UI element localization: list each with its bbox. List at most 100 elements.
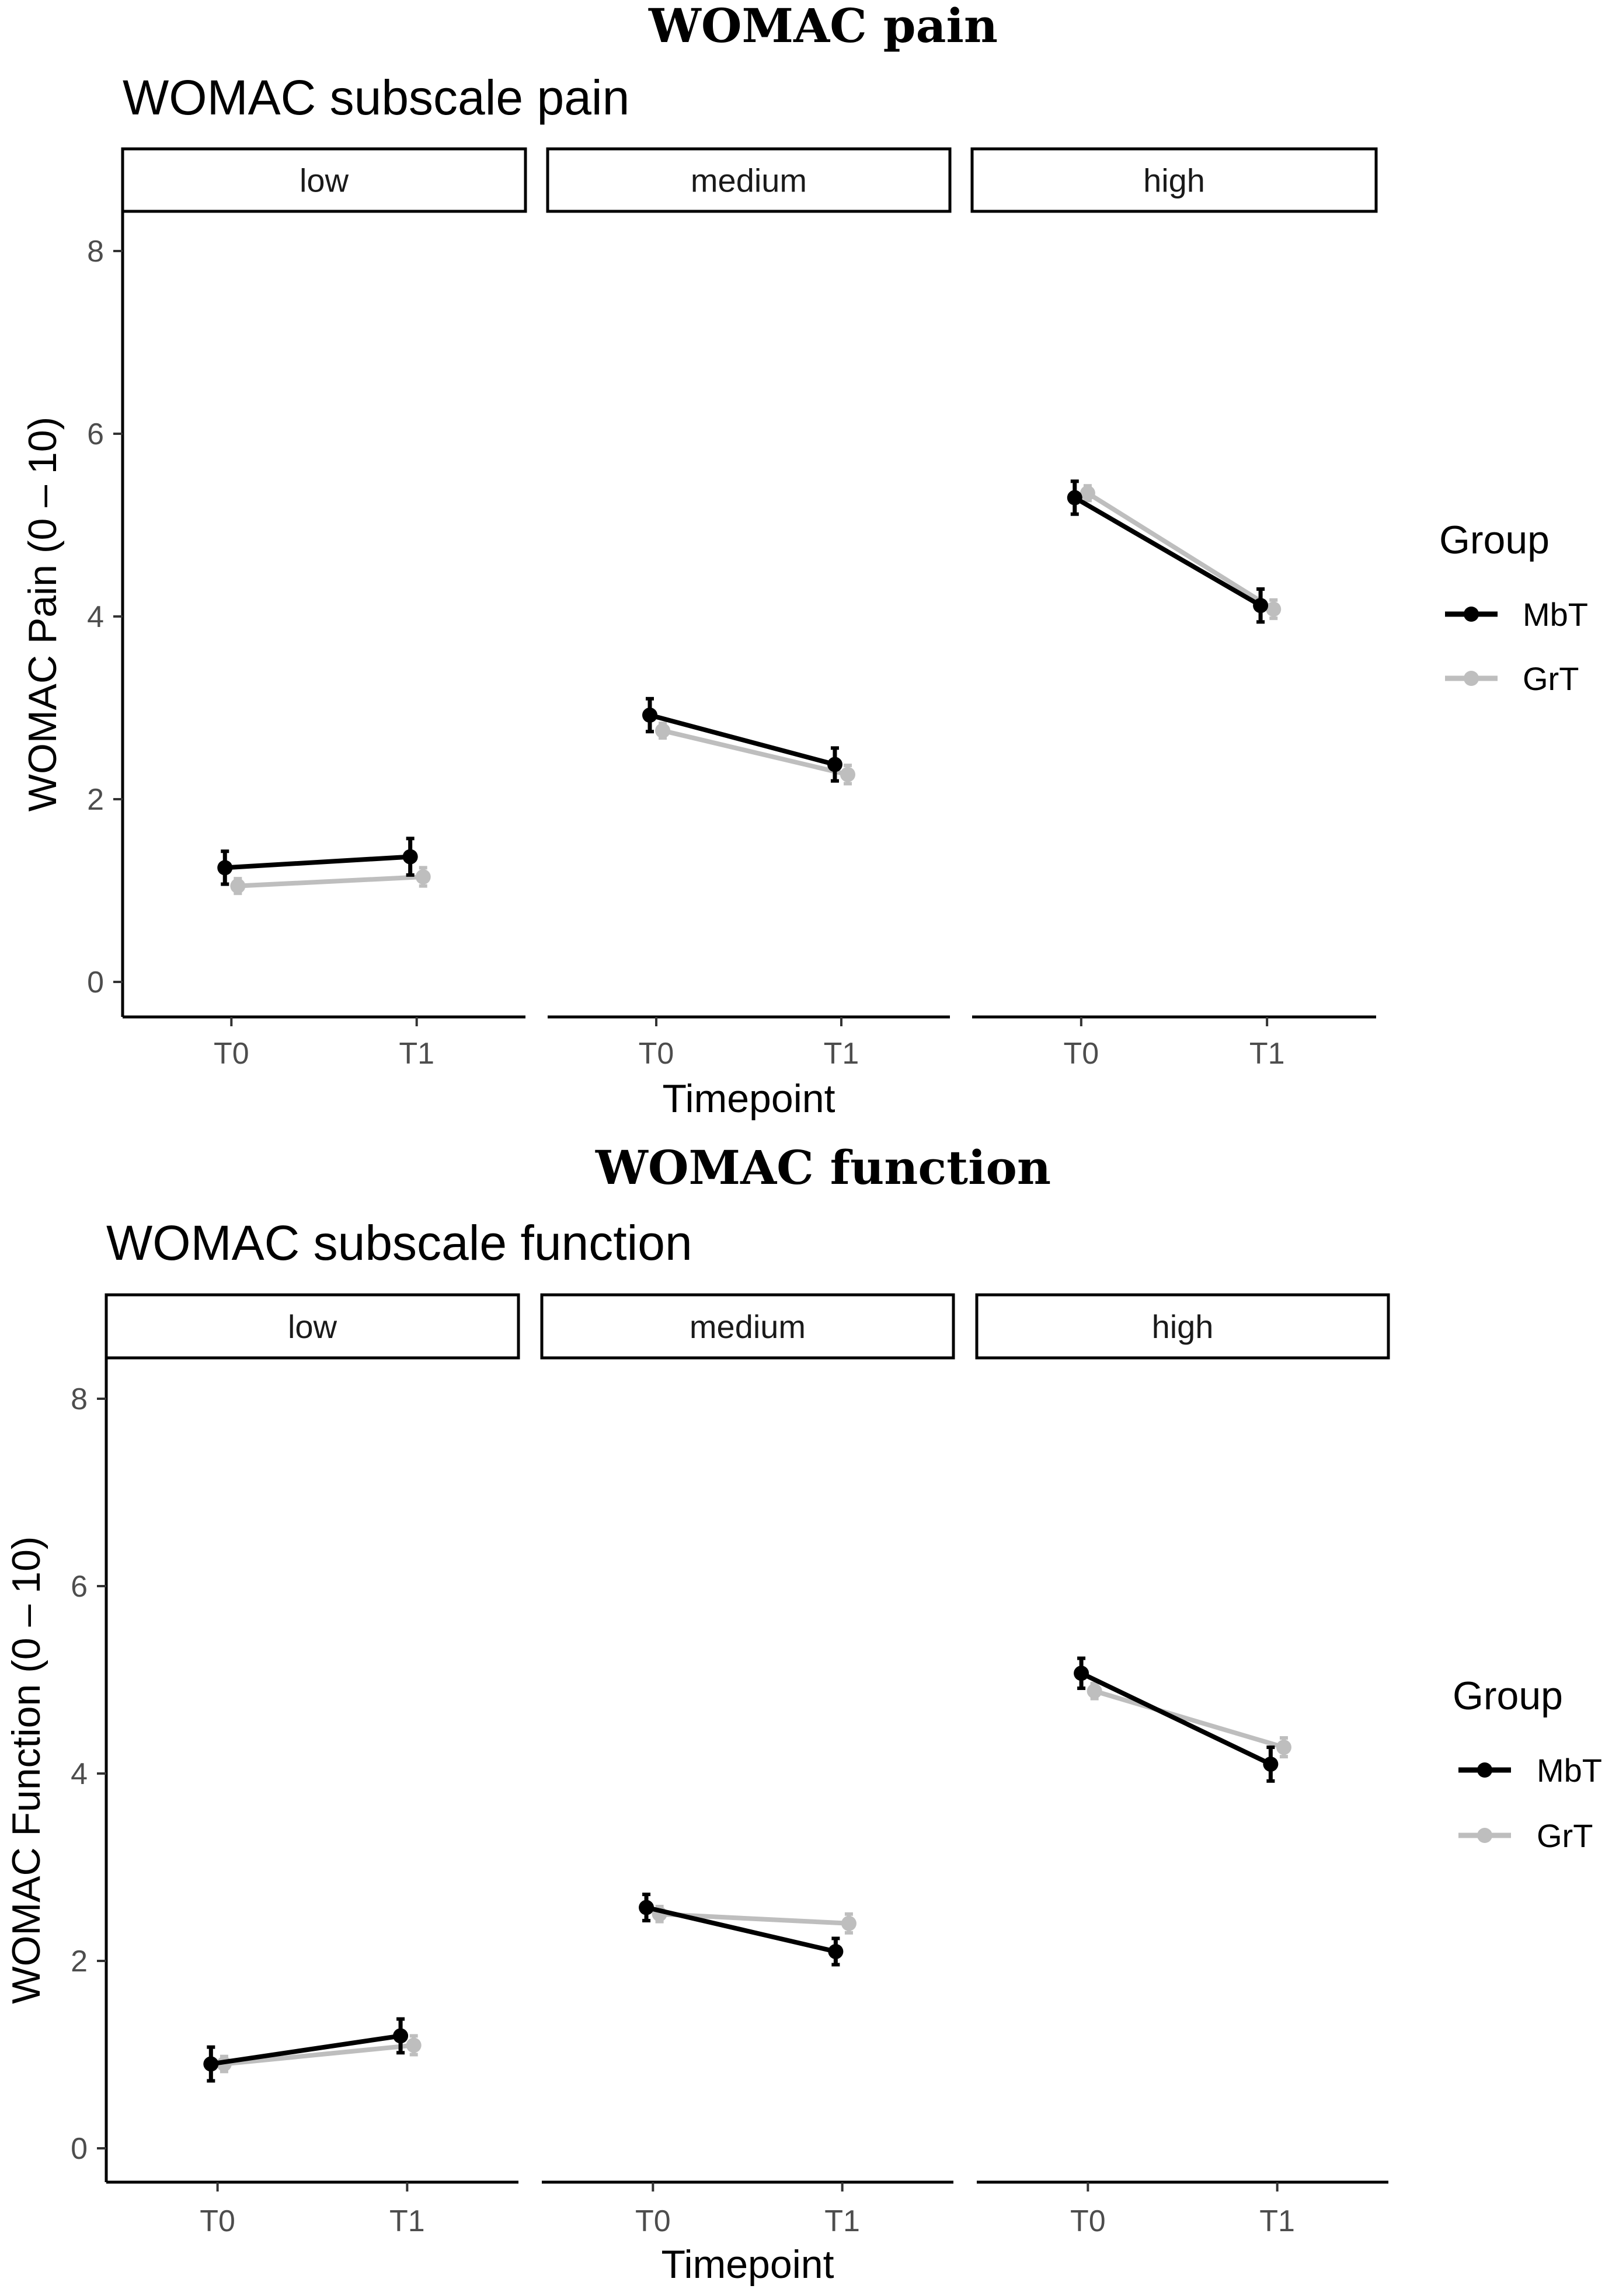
- legend-key-point: [1477, 1828, 1492, 1843]
- series-GrT: [1080, 484, 1282, 621]
- series-GrT: [230, 866, 431, 896]
- series-line-GrT: [235, 874, 426, 889]
- data-point-GrT: [230, 878, 246, 894]
- legend-entry-GrT: GrT: [1458, 1817, 1593, 1854]
- x-axis-title: Timepoint: [661, 2242, 834, 2287]
- facet-strip-label: low: [288, 1308, 337, 1345]
- legend-key-point: [1464, 671, 1479, 686]
- facet-panel-high: high T0 T1: [975, 1293, 1390, 2238]
- series-line-MbT: [1079, 1671, 1273, 1767]
- data-point-MbT: [827, 757, 842, 772]
- series-line-MbT: [644, 1905, 838, 1954]
- chart-function: WOMAC function WOMAC subscale function 0 2 4…: [4, 1140, 1602, 2287]
- x-axis-title: Timepoint: [662, 1076, 835, 1121]
- legend-label: GrT: [1537, 1817, 1593, 1854]
- data-point-MbT: [1253, 598, 1269, 614]
- x-tick-label: T1: [399, 1037, 434, 1071]
- legend-label: GrT: [1523, 660, 1579, 697]
- x-tick-label: T1: [824, 1037, 859, 1071]
- x-tick-label: T0: [1070, 2204, 1106, 2238]
- y-tick-label: 8: [71, 1382, 88, 1416]
- chart-title: WOMAC subscale function: [106, 1215, 692, 1270]
- x-tick-label: T0: [214, 1037, 249, 1071]
- section-title: WOMAC function: [595, 1140, 1051, 1195]
- y-tick-label: 6: [87, 417, 104, 451]
- data-point-GrT: [406, 2037, 422, 2053]
- series-MbT: [217, 837, 418, 886]
- legend-key-point: [1464, 607, 1479, 622]
- series-MbT: [642, 696, 842, 783]
- facet-strip: [540, 1293, 955, 1360]
- series-line-MbT: [1072, 495, 1263, 608]
- y-tick-label: 8: [87, 235, 104, 269]
- data-point-MbT: [393, 2028, 409, 2044]
- facet-strip: [105, 1293, 520, 1360]
- series-line-GrT: [221, 2043, 416, 2067]
- facet-strip-label: high: [1152, 1308, 1214, 1345]
- data-point-GrT: [1276, 1740, 1291, 1755]
- facet-strip-label: low: [300, 162, 349, 199]
- series-line-MbT: [222, 854, 413, 870]
- data-point-GrT: [415, 869, 431, 885]
- facet-strip-label: medium: [690, 1308, 806, 1345]
- facet-strip: [970, 147, 1378, 213]
- series-line-MbT: [208, 2033, 403, 2067]
- section-title: WOMAC pain: [648, 0, 998, 53]
- facet-panel-medium: medium T0 T1: [540, 1293, 955, 2238]
- data-point-GrT: [840, 767, 855, 782]
- data-point-MbT: [639, 1900, 654, 1915]
- series-line-MbT: [647, 713, 837, 767]
- data-point-MbT: [1263, 1756, 1279, 1772]
- y-axis-title: WOMAC Function (0 – 10): [4, 1536, 48, 2004]
- data-point-GrT: [1266, 601, 1282, 617]
- facet-strip-label: medium: [691, 162, 807, 199]
- data-point-MbT: [203, 2056, 219, 2072]
- data-point-GrT: [841, 1915, 856, 1931]
- facet-panel-low: low T0 T1: [105, 1293, 520, 2238]
- data-point-GrT: [655, 723, 671, 738]
- chart-title: WOMAC subscale pain: [123, 70, 629, 125]
- y-tick-label: 4: [87, 600, 104, 634]
- x-tick-label: T0: [635, 2204, 671, 2238]
- facet-strip-label: high: [1143, 162, 1205, 199]
- facet-panel-low: low T0 T1: [121, 147, 527, 1071]
- data-point-MbT: [1067, 490, 1082, 506]
- legend: Group MbT GrT: [1453, 1674, 1602, 1854]
- x-tick-label: T1: [389, 2204, 425, 2238]
- series-MbT: [639, 1893, 844, 1967]
- legend: Group MbT GrT: [1439, 518, 1588, 697]
- series-GrT: [1087, 1681, 1291, 1759]
- y-axis-title: WOMAC Pain (0 – 10): [20, 417, 65, 811]
- x-tick-label: T1: [1259, 2204, 1295, 2238]
- legend-entry-MbT: MbT: [1458, 1752, 1602, 1789]
- series-line-GrT: [1092, 1688, 1286, 1750]
- legend-title: Group: [1453, 1674, 1563, 1718]
- data-point-GrT: [1087, 1683, 1102, 1699]
- y-tick-label: 4: [71, 1757, 88, 1791]
- legend-entry-MbT: MbT: [1445, 596, 1588, 633]
- data-point-MbT: [1074, 1666, 1089, 1681]
- legend-label: MbT: [1537, 1752, 1602, 1789]
- facet-strip: [975, 1293, 1390, 1360]
- y-tick-label: 0: [71, 2132, 88, 2166]
- data-point-MbT: [828, 1943, 844, 1959]
- y-tick-label: 2: [71, 1945, 88, 1978]
- series-MbT: [1074, 1656, 1279, 1783]
- data-point-MbT: [217, 860, 233, 876]
- x-tick-label: T0: [639, 1037, 674, 1071]
- series-GrT: [655, 722, 855, 786]
- series-GrT: [216, 2034, 422, 2074]
- y-tick-label: 6: [71, 1570, 88, 1604]
- series-GrT: [652, 1904, 856, 1935]
- facet-strip: [121, 147, 527, 213]
- x-tick-label: T1: [1249, 1037, 1285, 1071]
- data-point-MbT: [642, 708, 658, 723]
- y-tick-label: 0: [87, 966, 104, 999]
- x-tick-label: T0: [200, 2204, 235, 2238]
- legend-label: MbT: [1523, 596, 1588, 633]
- series-line-GrT: [1085, 490, 1276, 612]
- series-line-GrT: [660, 728, 850, 777]
- facet-panel-high: high T0 T1: [970, 147, 1378, 1071]
- legend-key-point: [1477, 1762, 1492, 1778]
